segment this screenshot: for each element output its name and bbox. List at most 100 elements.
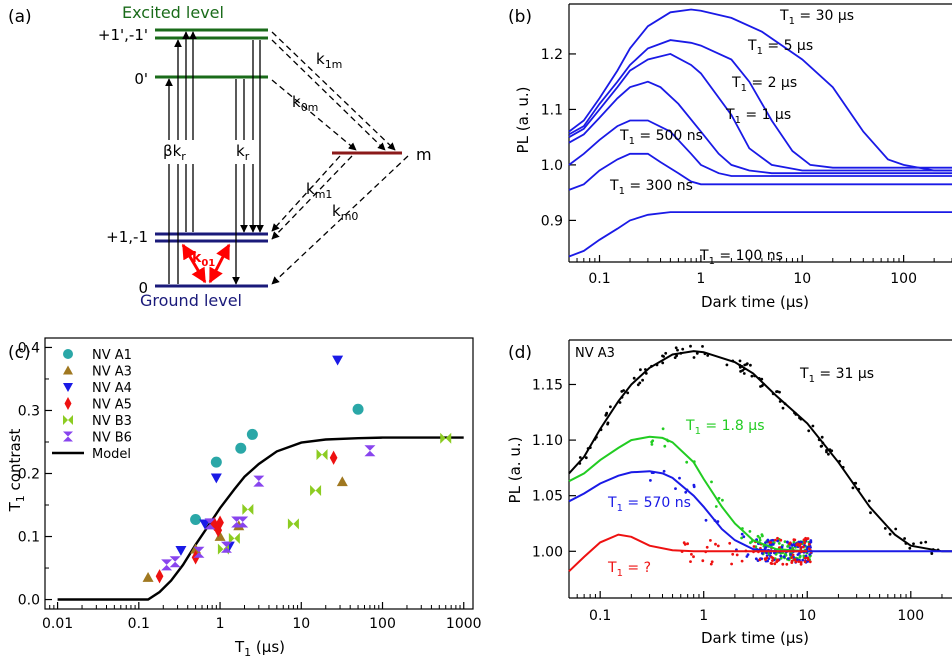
d-point-0-11 <box>924 540 928 544</box>
panel-c-label: (c) <box>8 343 31 363</box>
c-point-0-0 <box>190 514 202 526</box>
isc-arrows <box>271 31 409 285</box>
c-legend-label-2: NV A4 <box>92 381 132 396</box>
d-point-2-77 <box>662 469 666 473</box>
d-point-3-62 <box>776 536 779 540</box>
ground-pm-label: +1,-1 <box>106 228 148 246</box>
d-point-2-61 <box>782 555 786 559</box>
d-point-3-38 <box>705 545 709 549</box>
panel-d-ylabel: PL (a. u.) <box>506 437 524 504</box>
d-point-1-92 <box>777 542 781 545</box>
c-point-5-8 <box>364 445 376 457</box>
d-point-3-45 <box>801 545 805 549</box>
d-point-3-86 <box>804 536 807 540</box>
d-point-3-80 <box>797 560 801 563</box>
d-xtick-label-1: 1 <box>699 608 708 624</box>
b-curve-0 <box>568 8 952 172</box>
d-curve-label-unknown: T1 = ? <box>607 560 651 579</box>
d-point-2-71 <box>684 490 688 494</box>
d-point-0-16 <box>639 368 642 372</box>
panel-b: (b) PL (a. u.) Dark time (µs) 0.1 1 10 1000… <box>508 3 952 311</box>
beta-kr-bg <box>162 140 194 164</box>
d-point-3-84 <box>771 559 774 562</box>
c-legend-label-6: Model <box>92 447 131 462</box>
d-point-3-37 <box>769 541 772 544</box>
d-point-0-81 <box>620 390 624 393</box>
c-xtick-label-3: 10 <box>292 616 310 632</box>
c-xtick-label-2: 1 <box>216 616 225 632</box>
metastable-label: m <box>416 145 432 164</box>
panel-a-label: (a) <box>8 7 32 27</box>
d-point-0-89 <box>811 424 815 428</box>
d-point-0-88 <box>778 390 781 394</box>
c-xtick-label-1: 0.1 <box>128 616 150 632</box>
c-point-5-3 <box>204 518 216 530</box>
d-point-2-14 <box>771 543 775 546</box>
c-legend-label-0: NV A1 <box>92 348 132 363</box>
d-point-3-20 <box>686 542 689 546</box>
d-ytick-label-1: 1.05 <box>532 489 563 505</box>
d-curve-label-570ns: T1 = 570 ns <box>607 495 691 514</box>
d-point-1-25 <box>721 498 724 502</box>
d-point-0-70 <box>743 363 747 367</box>
panel-d-label: (d) <box>508 343 532 363</box>
d-point-1-12 <box>714 505 718 508</box>
d-point-0-63 <box>661 361 665 365</box>
b-xtick-label-3: 100 <box>890 271 917 287</box>
d-point-2-106 <box>801 558 805 562</box>
km0-label: km0 <box>332 202 358 223</box>
d-point-2-87 <box>704 518 708 522</box>
d-point-1-4 <box>792 540 796 544</box>
d-point-2-75 <box>788 546 792 550</box>
c-legend-label-4: NV B3 <box>92 414 132 429</box>
d-point-2-63 <box>776 539 779 543</box>
panel-c-model <box>57 436 464 601</box>
d-point-1-0 <box>740 536 743 540</box>
d-point-0-74 <box>604 413 608 417</box>
d-point-2-10 <box>649 479 652 482</box>
c-legend-marker-4 <box>63 415 73 425</box>
d-point-0-1 <box>618 401 622 404</box>
d-point-3-23 <box>807 542 811 546</box>
d-point-2-62 <box>766 559 769 563</box>
d-point-0-83 <box>912 542 915 546</box>
d-point-0-47 <box>609 405 612 409</box>
panel-b-ticks: 0.1 1 10 100 0.9 1.0 1.1 1.2 <box>541 47 952 287</box>
c-point-3-4 <box>216 515 224 530</box>
d-point-0-44 <box>674 346 678 350</box>
d-point-3-36 <box>808 547 811 551</box>
b-curve-label-300ns: T1 = 300 ns <box>609 178 693 197</box>
c-point-0-4 <box>352 403 364 415</box>
b-curve-label-500ns: T1 = 500 ns <box>619 128 703 147</box>
panel-c-points <box>142 355 452 584</box>
c-point-0-1 <box>210 456 222 468</box>
d-point-0-37 <box>894 527 898 531</box>
d-point-0-69 <box>578 456 582 459</box>
kr-bg <box>233 140 255 164</box>
d-point-3-44 <box>689 560 692 563</box>
c-legend-marker-0 <box>63 349 73 359</box>
b-xtick-label-0: 0.1 <box>588 271 610 287</box>
d-point-3-21 <box>690 552 693 556</box>
b-curve-4 <box>568 119 952 177</box>
d-point-0-52 <box>584 456 588 460</box>
d-point-2-15 <box>764 541 767 544</box>
c-point-0-2 <box>235 442 247 454</box>
d-point-0-73 <box>675 354 678 358</box>
c-point-4-4 <box>310 485 322 497</box>
d-point-0-56 <box>638 381 642 385</box>
panel-c-ticks: 0.01 0.1 1 10 100 1000 0.0 0.1 0.2 0.3 0.4 <box>18 340 482 632</box>
d-point-0-98 <box>820 444 824 448</box>
c-point-5-0 <box>161 559 173 571</box>
d-point-3-11 <box>752 545 756 548</box>
d-point-1-88 <box>650 443 654 446</box>
d-point-0-99 <box>827 452 830 456</box>
d-ytick-label-0: 1.00 <box>532 544 563 560</box>
d-point-3-73 <box>779 538 783 542</box>
d-point-3-87 <box>798 544 802 548</box>
c-point-4-5 <box>316 449 328 461</box>
d-xtick-label-3: 100 <box>897 608 924 624</box>
c-point-5-1 <box>169 556 181 568</box>
beta-kr-label: βkr <box>163 142 186 163</box>
